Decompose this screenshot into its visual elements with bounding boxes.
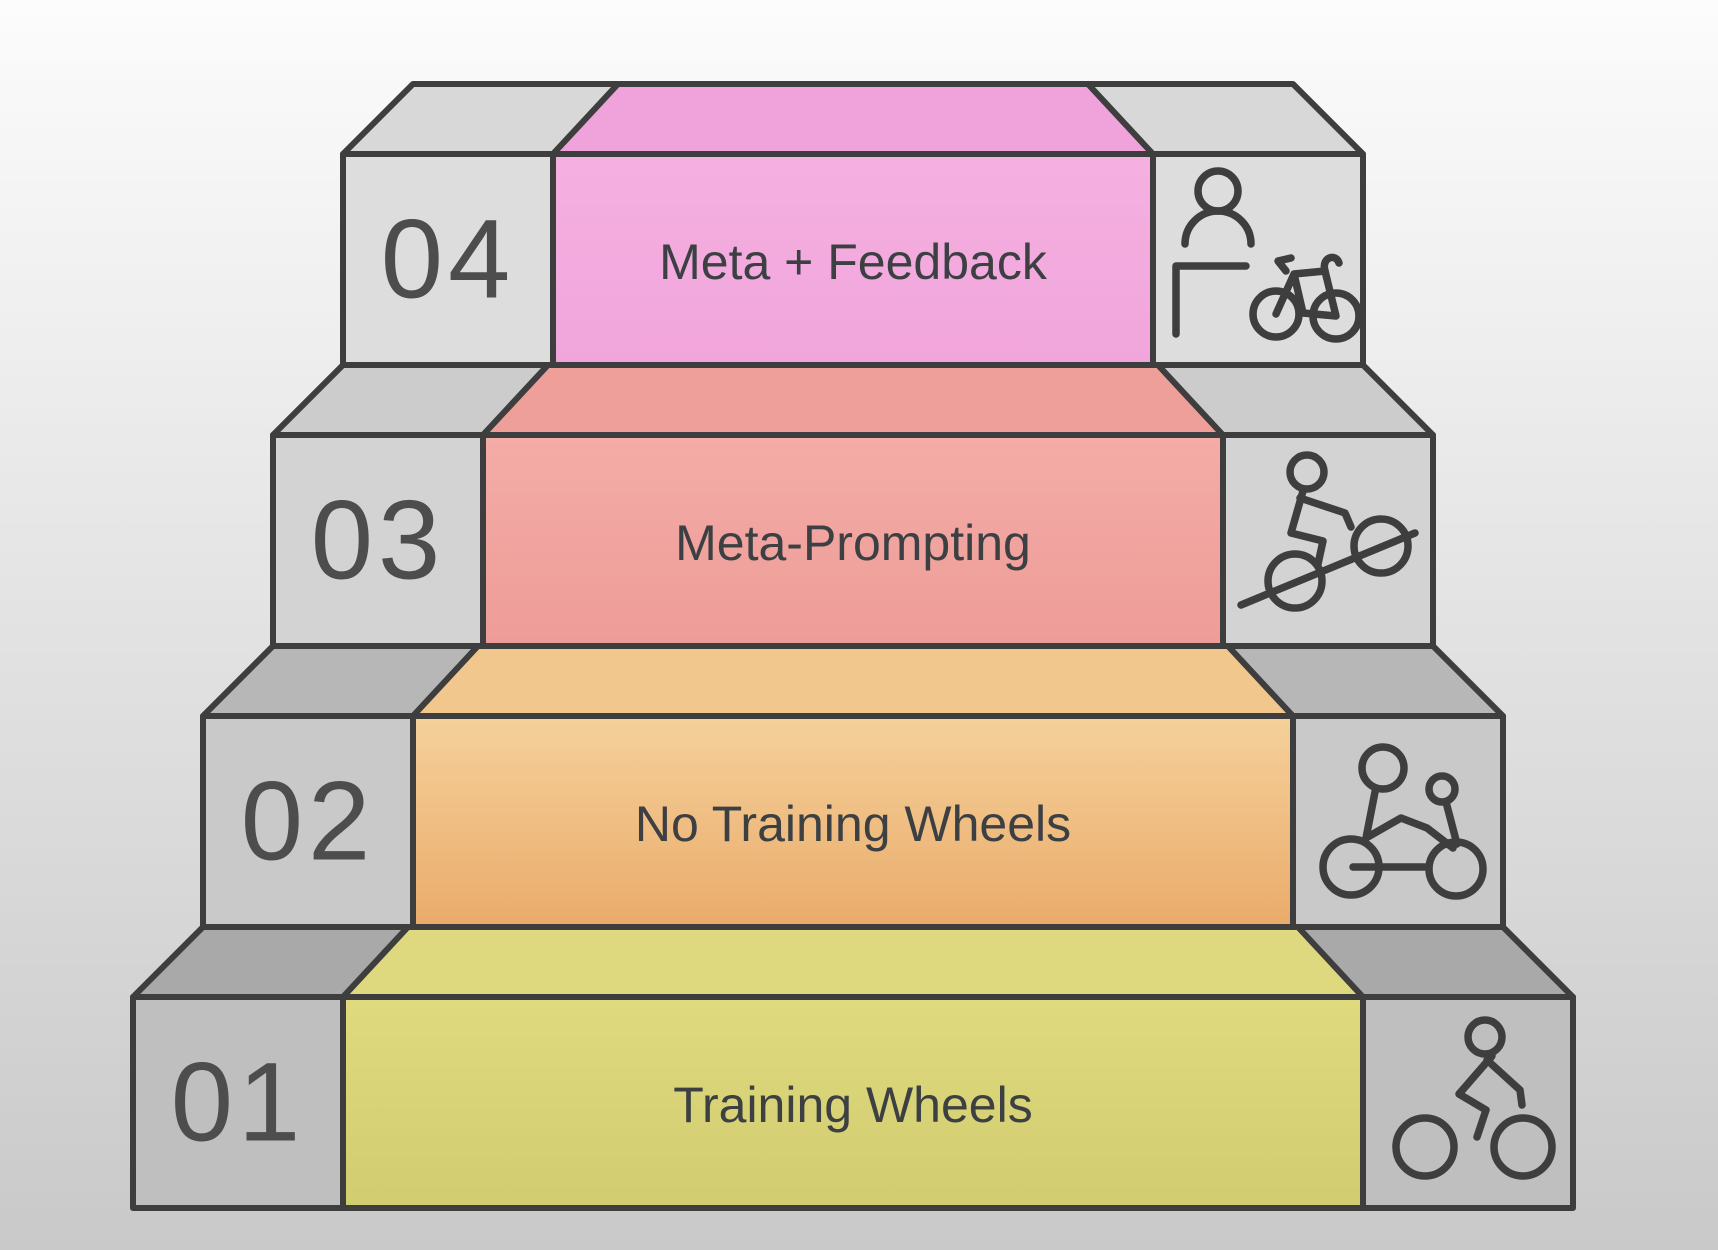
step-02-number-block [200, 713, 416, 930]
step-04-label: Meta + Feedback [659, 234, 1048, 290]
step-02-top-center [410, 643, 1296, 719]
step-02-number: 02 [241, 759, 376, 884]
step-03-label: Meta-Prompting [675, 515, 1031, 571]
step-01-number: 01 [171, 1040, 306, 1165]
step-01-label: Training Wheels [673, 1077, 1032, 1133]
person-with-bicycle-icon [1172, 167, 1363, 343]
step-01-top-faces [130, 924, 1576, 1000]
step-01-number-block [130, 994, 346, 1211]
step-04-top-faces [340, 81, 1366, 157]
staircase-icons [1172, 167, 1556, 1180]
step-02-label-block [410, 713, 1296, 930]
staircase-shapes [130, 81, 1576, 1211]
step-03-top-faces [270, 362, 1436, 438]
step-04-top-center [550, 81, 1156, 157]
uphill-mountain-biker-icon [1237, 451, 1419, 612]
step-04-number: 04 [381, 197, 516, 322]
step-02-label: No Training Wheels [635, 796, 1071, 852]
step-02-top-faces [200, 643, 1506, 719]
step-03-number-block [270, 432, 486, 649]
step-01-label-block [340, 994, 1366, 1211]
cyclist-icon [1392, 1016, 1556, 1180]
step-03-front-faces [270, 432, 1436, 649]
recumbent-bike-rider-icon [1319, 743, 1487, 900]
step-03-label-block [480, 432, 1226, 649]
step-01-top-center [340, 924, 1366, 1000]
step-03-number: 03 [311, 478, 446, 603]
step-04-front-faces [340, 151, 1366, 368]
staircase-text: 04 Meta + Feedback 03 Meta-Prompting 02 … [171, 197, 1071, 1165]
step-03-top-center [480, 362, 1226, 438]
step-04-number-block [340, 151, 556, 368]
step-04-label-block [550, 151, 1156, 368]
step-02-front-faces [200, 713, 1506, 930]
